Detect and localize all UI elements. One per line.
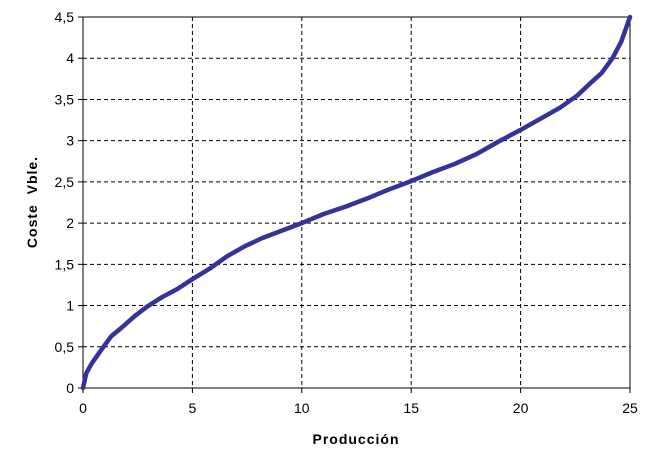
y-tick-label: 4,5: [55, 9, 75, 25]
y-tick-label: 1,5: [55, 256, 75, 272]
y-tick-label: 0: [66, 380, 74, 396]
y-axis-title: Coste Vble.: [24, 156, 40, 248]
y-tick-label: 4: [66, 50, 74, 66]
x-tick-label: 20: [513, 400, 529, 416]
x-tick-label: 0: [79, 400, 87, 416]
x-axis-title: Producción: [312, 431, 399, 447]
y-tick-label: 1: [66, 298, 74, 314]
x-tick-label: 15: [403, 400, 419, 416]
x-tick-label: 25: [622, 400, 638, 416]
y-tick-label: 3: [66, 133, 74, 149]
y-tick-label: 0,5: [55, 339, 75, 355]
y-tick-label: 2: [66, 215, 74, 231]
y-tick-label: 2,5: [55, 174, 75, 190]
y-tick-label: 3,5: [55, 91, 75, 107]
x-axis: 0 5 10 15 20 25: [79, 388, 638, 416]
x-tick-label: 5: [189, 400, 197, 416]
x-tick-label: 10: [294, 400, 310, 416]
y-axis: 0 0,5 1 1,5 2 2,5 3 3,5 4 4,5: [55, 9, 83, 396]
